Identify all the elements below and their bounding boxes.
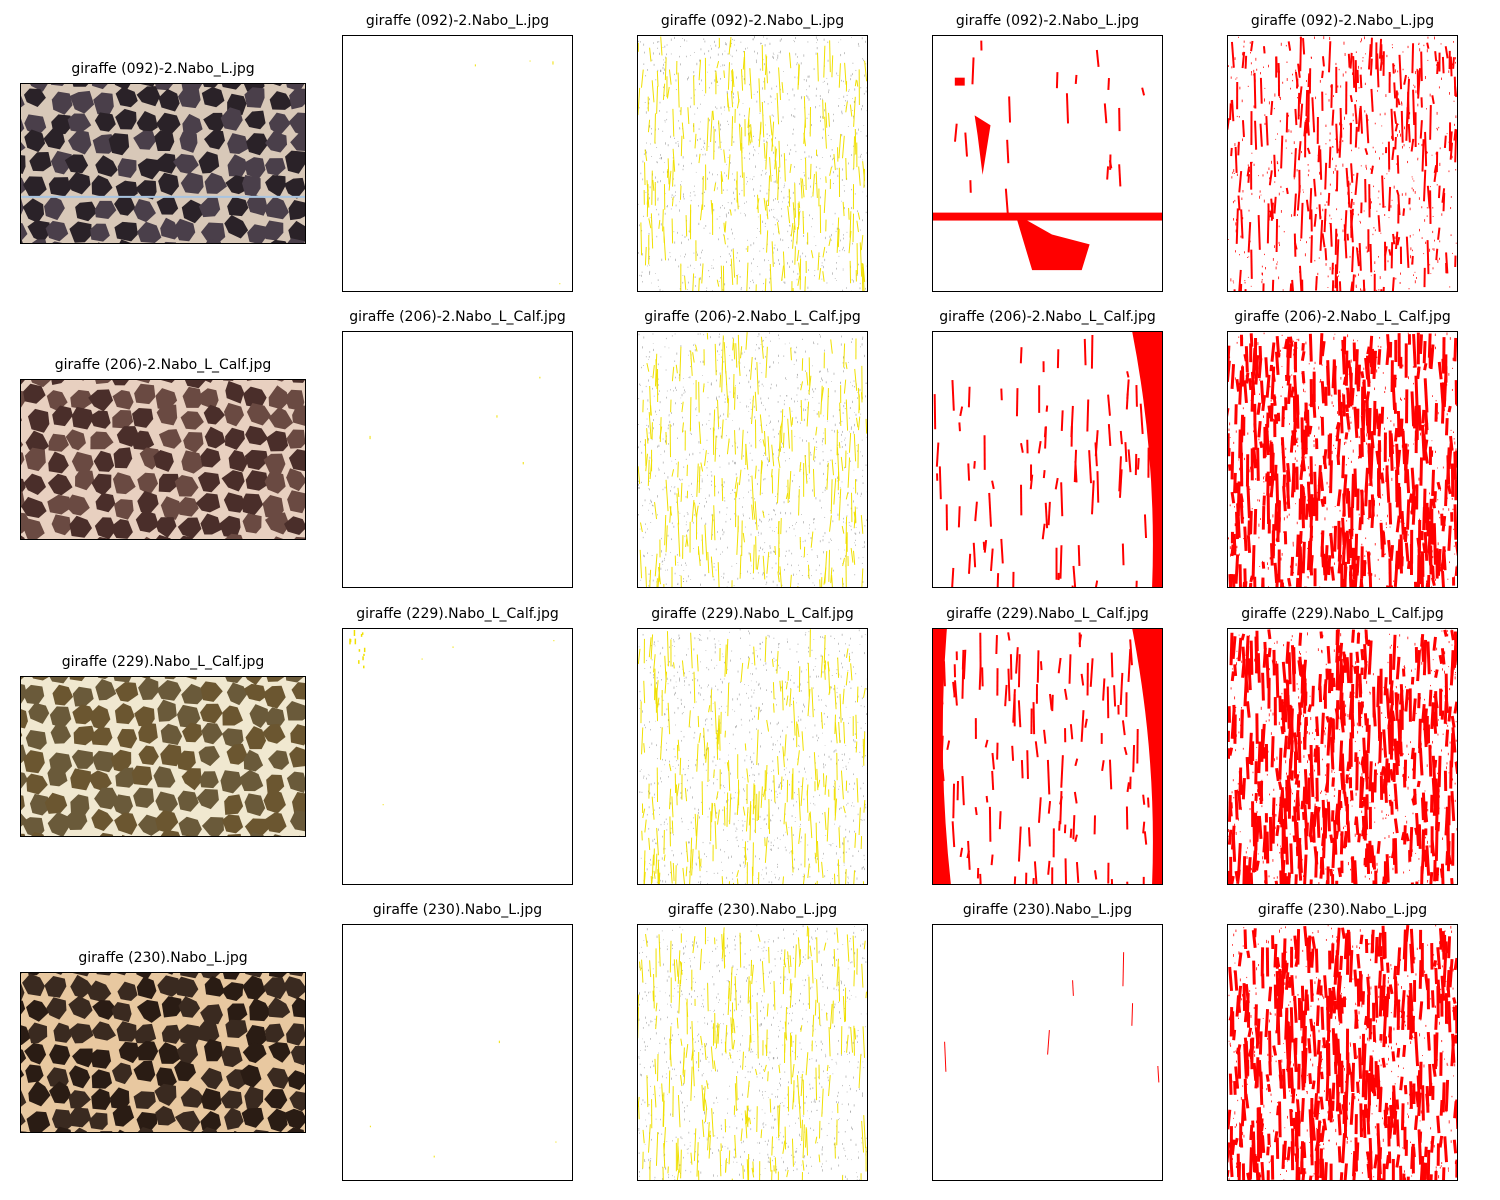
mask-title: giraffe (230).Nabo_L.jpg	[372, 902, 543, 918]
mask-title: giraffe (229).Nabo_L_Calf.jpg	[356, 606, 559, 622]
mask-panel-4	[1227, 35, 1458, 292]
mask-title: giraffe (230).Nabo_L.jpg	[1257, 902, 1428, 918]
mask-panel-3	[932, 331, 1163, 588]
mask-title: giraffe (206)-2.Nabo_L_Calf.jpg	[644, 309, 861, 325]
mask-panel-4	[1227, 331, 1458, 588]
mask-title: giraffe (092)-2.Nabo_L.jpg	[955, 13, 1140, 29]
mask-title: giraffe (206)-2.Nabo_L_Calf.jpg	[349, 309, 566, 325]
photo-title: giraffe (206)-2.Nabo_L_Calf.jpg	[54, 357, 272, 373]
mask-panel-2	[637, 628, 868, 885]
giraffe-photo	[20, 83, 306, 244]
mask-panel-2	[637, 35, 868, 292]
mask-panel-1	[342, 35, 573, 292]
mask-title: giraffe (206)-2.Nabo_L_Calf.jpg	[1234, 309, 1451, 325]
mask-title: giraffe (092)-2.Nabo_L.jpg	[365, 13, 550, 29]
mask-panel-2	[637, 924, 868, 1181]
mask-panel-1	[342, 924, 573, 1181]
mask-title: giraffe (229).Nabo_L_Calf.jpg	[1241, 606, 1444, 622]
mask-panel-1	[342, 628, 573, 885]
giraffe-photo	[20, 972, 306, 1133]
giraffe-photo	[20, 676, 306, 837]
mask-title: giraffe (229).Nabo_L_Calf.jpg	[946, 606, 1149, 622]
mask-title: giraffe (230).Nabo_L.jpg	[962, 902, 1133, 918]
giraffe-photo	[20, 379, 306, 540]
mask-panel-3	[932, 628, 1163, 885]
mask-panel-3	[932, 35, 1163, 292]
photo-title: giraffe (092)-2.Nabo_L.jpg	[71, 61, 255, 77]
mask-title: giraffe (092)-2.Nabo_L.jpg	[1250, 13, 1435, 29]
mask-panel-2	[637, 331, 868, 588]
mask-panel-1	[342, 331, 573, 588]
mask-panel-3	[932, 924, 1163, 1181]
photo-title: giraffe (229).Nabo_L_Calf.jpg	[61, 654, 265, 670]
mask-panel-4	[1227, 924, 1458, 1181]
mask-title: giraffe (229).Nabo_L_Calf.jpg	[651, 606, 854, 622]
mask-title: giraffe (230).Nabo_L.jpg	[667, 902, 838, 918]
mask-title: giraffe (206)-2.Nabo_L_Calf.jpg	[939, 309, 1156, 325]
mask-panel-4	[1227, 628, 1458, 885]
mask-title: giraffe (092)-2.Nabo_L.jpg	[660, 13, 845, 29]
photo-title: giraffe (230).Nabo_L.jpg	[78, 950, 248, 966]
